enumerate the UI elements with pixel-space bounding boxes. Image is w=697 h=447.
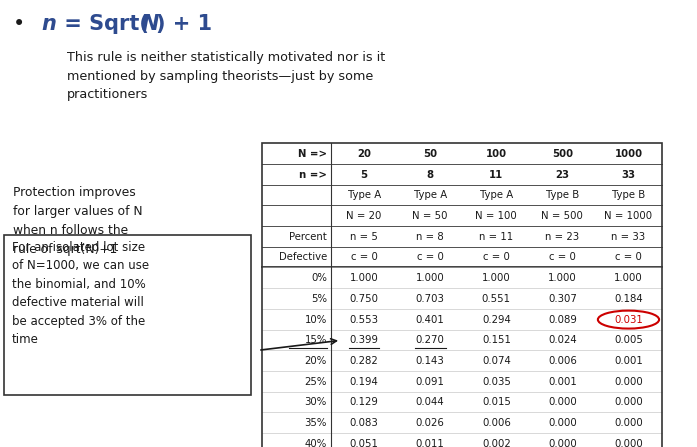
- Text: N = 500: N = 500: [542, 211, 583, 221]
- Text: 0.000: 0.000: [548, 418, 577, 428]
- Text: N =>: N =>: [298, 149, 327, 159]
- Text: 0.089: 0.089: [548, 315, 577, 325]
- Text: n = 11: n = 11: [480, 232, 514, 242]
- Text: n = 8: n = 8: [416, 232, 444, 242]
- Text: 0.129: 0.129: [350, 397, 378, 407]
- Text: 35%: 35%: [305, 418, 327, 428]
- Text: Type A: Type A: [480, 190, 513, 200]
- Text: 1.000: 1.000: [350, 273, 378, 283]
- Text: 0.005: 0.005: [614, 335, 643, 345]
- Text: 40%: 40%: [305, 439, 327, 447]
- Text: 8: 8: [427, 170, 434, 180]
- FancyBboxPatch shape: [4, 235, 251, 395]
- Text: Protection improves
for larger values of N
when n follows the
rule of sqrt(N)+1: Protection improves for larger values of…: [13, 186, 143, 256]
- Text: 0.000: 0.000: [614, 439, 643, 447]
- Text: 5: 5: [360, 170, 368, 180]
- Text: 0.001: 0.001: [614, 356, 643, 366]
- Text: 0.074: 0.074: [482, 356, 511, 366]
- Text: 0.270: 0.270: [416, 335, 445, 345]
- Text: 0.294: 0.294: [482, 315, 511, 325]
- Text: N = 100: N = 100: [475, 211, 517, 221]
- Text: 0.184: 0.184: [614, 294, 643, 304]
- Text: Percent: Percent: [289, 232, 327, 242]
- Text: 33: 33: [622, 170, 636, 180]
- Text: 100: 100: [486, 149, 507, 159]
- Text: 0.011: 0.011: [416, 439, 445, 447]
- Text: 0.026: 0.026: [416, 418, 445, 428]
- Text: 10%: 10%: [305, 315, 327, 325]
- Text: 50: 50: [423, 149, 437, 159]
- Text: n = 5: n = 5: [350, 232, 378, 242]
- Text: Defective: Defective: [279, 253, 327, 262]
- Text: 1.000: 1.000: [614, 273, 643, 283]
- Text: Type B: Type B: [612, 190, 645, 200]
- Text: n = 23: n = 23: [545, 232, 579, 242]
- Text: N = 1000: N = 1000: [604, 211, 652, 221]
- Text: For an isolated lot size
of N=1000, we can use
the binomial, and 10%
defective m: For an isolated lot size of N=1000, we c…: [12, 241, 149, 346]
- Text: 0.194: 0.194: [350, 377, 378, 387]
- Text: 0.282: 0.282: [350, 356, 378, 366]
- Text: 30%: 30%: [305, 397, 327, 407]
- Text: 0.401: 0.401: [416, 315, 445, 325]
- Text: 20: 20: [357, 149, 371, 159]
- Text: 0.044: 0.044: [416, 397, 445, 407]
- Text: c = 0: c = 0: [417, 253, 444, 262]
- Text: c = 0: c = 0: [351, 253, 378, 262]
- Text: c = 0: c = 0: [615, 253, 642, 262]
- Text: Type A: Type A: [414, 190, 447, 200]
- Text: 5%: 5%: [311, 294, 327, 304]
- Text: 0.000: 0.000: [548, 397, 577, 407]
- Text: 0%: 0%: [311, 273, 327, 283]
- Text: 0.031: 0.031: [614, 315, 643, 325]
- Text: 0.143: 0.143: [416, 356, 445, 366]
- Text: 500: 500: [552, 149, 573, 159]
- Text: 0.553: 0.553: [350, 315, 378, 325]
- Text: 1.000: 1.000: [416, 273, 445, 283]
- Text: 0.006: 0.006: [482, 418, 511, 428]
- Text: N = 20: N = 20: [346, 211, 382, 221]
- Text: n = 33: n = 33: [611, 232, 645, 242]
- Text: 0.000: 0.000: [614, 418, 643, 428]
- Text: 0.002: 0.002: [482, 439, 511, 447]
- Text: 0.750: 0.750: [350, 294, 378, 304]
- Text: 0.024: 0.024: [548, 335, 577, 345]
- Text: 1.000: 1.000: [548, 273, 577, 283]
- Text: 1.000: 1.000: [482, 273, 511, 283]
- Text: n: n: [41, 14, 56, 34]
- Text: 20%: 20%: [305, 356, 327, 366]
- Text: 0.000: 0.000: [614, 377, 643, 387]
- Text: Type A: Type A: [348, 190, 381, 200]
- Text: This rule is neither statistically motivated nor is it
mentioned by sampling the: This rule is neither statistically motiv…: [67, 51, 385, 101]
- Text: 1000: 1000: [615, 149, 643, 159]
- Text: 0.015: 0.015: [482, 397, 511, 407]
- Text: 0.151: 0.151: [482, 335, 511, 345]
- Text: = Sqrt(: = Sqrt(: [57, 14, 149, 34]
- Text: N = 50: N = 50: [413, 211, 448, 221]
- Text: 0.006: 0.006: [548, 356, 577, 366]
- Text: 0.091: 0.091: [416, 377, 445, 387]
- Text: 0.051: 0.051: [350, 439, 378, 447]
- Text: Type B: Type B: [546, 190, 579, 200]
- Text: 0.035: 0.035: [482, 377, 511, 387]
- Text: n =>: n =>: [299, 170, 327, 180]
- Text: c = 0: c = 0: [483, 253, 510, 262]
- Text: •: •: [13, 14, 26, 34]
- Text: 0.307: 0.307: [548, 294, 577, 304]
- Text: 0.551: 0.551: [482, 294, 511, 304]
- Text: 0.083: 0.083: [350, 418, 378, 428]
- Text: 0.399: 0.399: [350, 335, 378, 345]
- Text: 25%: 25%: [305, 377, 327, 387]
- Text: 11: 11: [489, 170, 503, 180]
- Text: 0.000: 0.000: [614, 397, 643, 407]
- Text: ) + 1: ) + 1: [156, 14, 212, 34]
- Text: N: N: [142, 14, 160, 34]
- Text: 0.001: 0.001: [548, 377, 577, 387]
- Text: c = 0: c = 0: [549, 253, 576, 262]
- Text: 0.703: 0.703: [416, 294, 445, 304]
- Text: 23: 23: [556, 170, 569, 180]
- Text: 15%: 15%: [305, 335, 327, 345]
- Text: 0.000: 0.000: [548, 439, 577, 447]
